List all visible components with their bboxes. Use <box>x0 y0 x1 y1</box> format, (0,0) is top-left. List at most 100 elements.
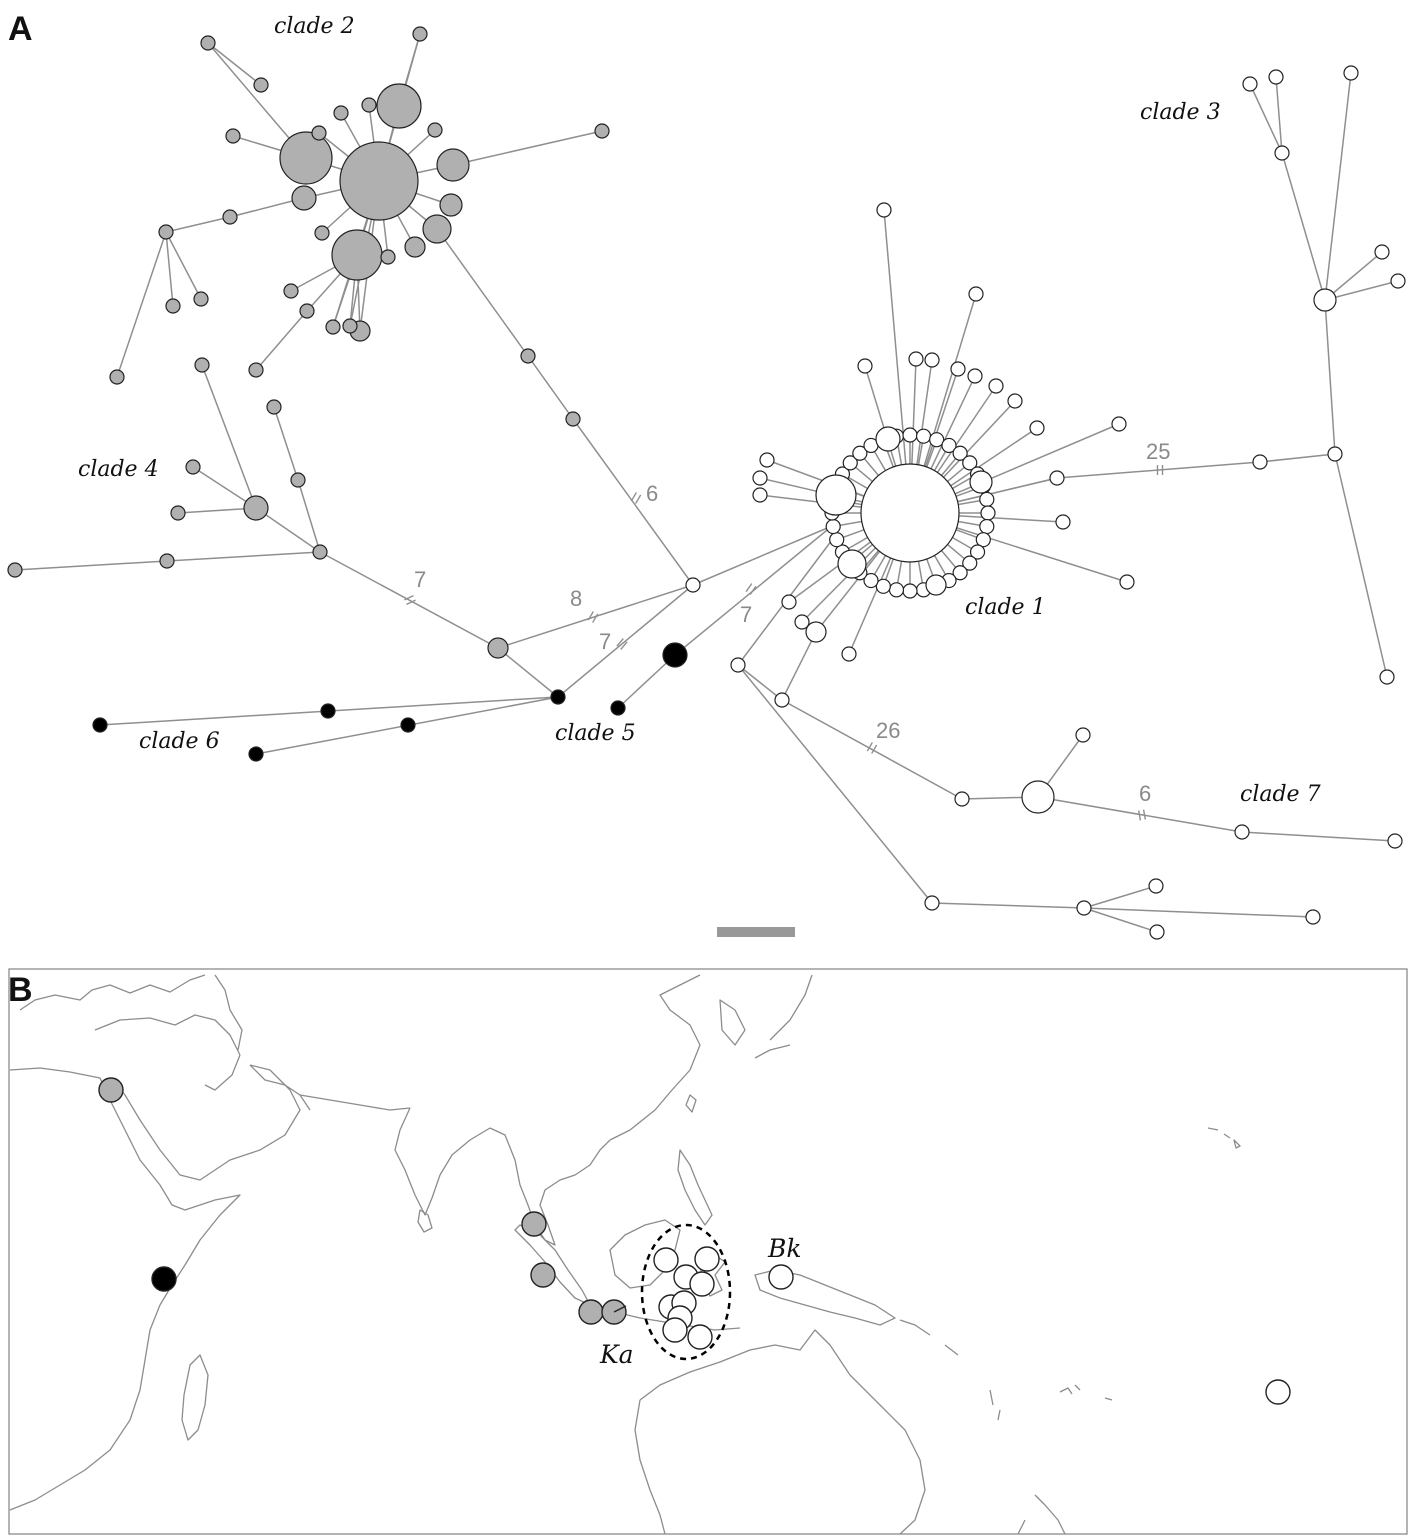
haplotype-node <box>339 141 419 221</box>
clade-1-label: clade 1 <box>965 595 1046 620</box>
coast-africa-east <box>9 1067 241 1511</box>
network-edge <box>737 664 783 701</box>
network-edge <box>1083 907 1314 918</box>
network-edge <box>436 228 529 357</box>
coast-myanmar-malaya <box>489 1127 611 1246</box>
coast-korea <box>719 999 746 1046</box>
haplotype-node <box>400 717 416 733</box>
haplotype-node <box>941 437 957 454</box>
network-nodes <box>7 26 1406 940</box>
step-label: 7 <box>740 602 752 627</box>
coast-iran-pakistan <box>299 1094 411 1111</box>
haplotype-node <box>805 621 827 643</box>
haplotype-node <box>1234 824 1250 840</box>
coast-red-sea-arabia <box>111 1064 301 1181</box>
haplotype-node <box>1119 574 1135 590</box>
haplotype-node <box>929 432 945 448</box>
haplotype-node <box>1148 878 1164 894</box>
haplotype-node <box>290 472 306 488</box>
haplotype-node <box>312 544 328 560</box>
haplotype-node <box>342 318 358 334</box>
haplotype-node <box>165 298 181 314</box>
haplotype-node <box>967 368 983 384</box>
coast-philippines <box>677 1149 713 1226</box>
haplotype-node <box>291 185 317 211</box>
haplotype-node <box>988 378 1004 394</box>
haplotype-node <box>1075 727 1091 743</box>
haplotype-node <box>841 646 857 662</box>
haplotype-node <box>1242 76 1258 92</box>
network-edge <box>165 216 231 233</box>
haplotype-node <box>487 637 509 659</box>
coast-new-zealand <box>1017 1494 1066 1535</box>
haplotype-node <box>283 283 299 299</box>
coast-europe <box>19 974 206 1011</box>
mutation-hatch <box>1142 809 1147 820</box>
site-label-ka: Ka <box>599 1340 634 1369</box>
haplotype-node <box>550 689 566 705</box>
step-label: 25 <box>1146 439 1170 464</box>
sampling-site-marker <box>98 1077 124 1103</box>
mutation-hatch <box>1137 810 1142 821</box>
haplotype-node <box>924 352 940 368</box>
mutation-hatch <box>749 585 757 595</box>
haplotype-node <box>1390 273 1406 289</box>
network-edge <box>177 507 257 514</box>
network-edge <box>166 551 321 562</box>
network-edge <box>273 406 299 481</box>
haplotype-node <box>1343 65 1359 81</box>
mutation-hatches <box>404 465 1164 821</box>
network-edge <box>201 364 257 509</box>
haplotype-node <box>888 582 905 598</box>
haplotype-node <box>200 35 216 51</box>
coast-borneo <box>609 1219 681 1289</box>
haplotype-node <box>1021 780 1055 814</box>
haplotype-node <box>193 291 209 307</box>
haplotype-node <box>299 303 315 319</box>
haplotype-node <box>1076 900 1092 916</box>
panel-a-haplotype-network: A clade 2 clade 3 clade 4 clade 1 clade … <box>7 10 1406 940</box>
clade-5-label: clade 5 <box>555 721 636 746</box>
haplotype-node <box>875 578 891 594</box>
map-sites <box>98 1077 1291 1405</box>
clade-7-label: clade 7 <box>1240 782 1321 807</box>
haplotype-node <box>158 224 174 240</box>
haplotype-node <box>222 209 238 225</box>
coast-vanuatu <box>989 1389 1001 1421</box>
sampling-site-marker <box>694 1246 720 1272</box>
sampling-site-marker <box>521 1211 547 1237</box>
network-edge <box>737 664 933 904</box>
haplotype-node <box>952 565 968 581</box>
haplotype-node <box>422 214 452 244</box>
panel-a-letter: A <box>8 10 33 48</box>
haplotype-node <box>774 692 790 708</box>
step-label: 6 <box>1139 781 1151 806</box>
sampling-site-marker <box>653 1247 679 1273</box>
haplotype-node <box>968 286 984 302</box>
haplotype-node <box>1111 416 1127 432</box>
haplotype-node <box>427 122 443 138</box>
haplotype-node <box>902 427 918 443</box>
network-edge <box>527 355 574 420</box>
haplotype-node <box>594 123 610 139</box>
step-label: 7 <box>414 567 426 592</box>
haplotype-node <box>752 487 768 503</box>
network-edge <box>255 310 308 371</box>
network-edge <box>1056 461 1261 479</box>
network-edge <box>781 699 963 800</box>
network-edge <box>1281 152 1326 301</box>
sampling-site-marker <box>768 1264 794 1290</box>
haplotype-node <box>333 105 349 121</box>
mutation-hatch <box>616 638 624 647</box>
haplotype-node <box>875 426 901 452</box>
haplotype-node <box>325 319 341 335</box>
coast-turkey <box>94 1014 241 1056</box>
network-edge <box>165 231 174 307</box>
haplotype-node <box>815 474 857 516</box>
coast-japan <box>754 974 813 1059</box>
haplotype-node <box>1374 244 1390 260</box>
haplotype-node <box>857 358 873 374</box>
haplotype-node <box>361 97 377 113</box>
haplotype-node <box>1327 446 1343 462</box>
network-edge <box>319 551 499 649</box>
